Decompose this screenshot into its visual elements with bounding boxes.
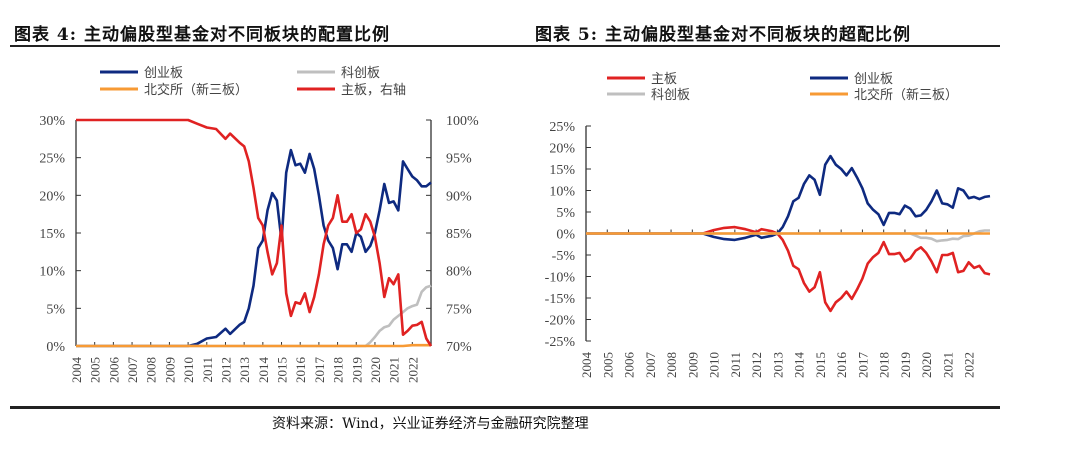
right-x-tick-label: 2004 [579,352,594,379]
left-y-tick-label: 20% [39,189,65,204]
right-legend-label: 主板 [651,71,677,86]
right-legend-label: 创业板 [854,71,893,86]
right-x-tick-label: 2007 [643,352,658,379]
source-note: 资料来源：Wind，兴业证券经济与金融研究院整理 [272,416,589,432]
left-y-tick-label: 25% [39,152,65,167]
left-x-tick-label: 2020 [368,357,383,383]
left-x-tick-label: 2011 [200,357,215,383]
right-y-tick-label: -10% [545,271,576,286]
left-x-tick-label: 2005 [88,357,103,383]
right-x-tick-label: 2014 [792,352,807,379]
left-series-line-2 [76,343,431,348]
left-y2-tick-label: 90% [446,189,472,204]
left-chart-title: 图表 4: 主动偏股型基金对不同板块的配置比例 [14,25,390,45]
right-y-tick-label: -15% [545,292,576,307]
left-series-line-3 [76,118,433,347]
right-x-tick-label: 2005 [600,352,615,378]
right-series-line-2 [586,229,990,243]
left-x-tick-label: 2006 [106,357,121,384]
left-y2-tick-label: 100% [446,114,479,129]
title-divider [10,45,1000,47]
right-y-tick-label: 25% [549,120,575,135]
left-x-tick-label: 2014 [256,357,271,384]
right-y-tick-label: 20% [549,142,575,157]
left-y2-tick-label: 75% [446,302,472,317]
right-x-tick-label: 2020 [919,352,934,378]
left-y-tick-label: 0% [46,340,65,355]
left-x-tick-label: 2017 [312,357,327,384]
left-x-tick-label: 2008 [144,357,159,383]
left-x-tick-label: 2009 [162,357,177,383]
right-x-tick-label: 2021 [940,352,955,378]
left-series-line-1 [76,284,432,348]
right-legend-label: 科创板 [651,87,690,102]
left-series-line-0 [76,148,432,348]
right-x-tick-label: 2018 [877,352,892,378]
left-x-tick-label: 2007 [125,357,140,384]
right-y-tick-label: 5% [556,206,575,221]
right-x-tick-label: 2017 [855,352,870,379]
left-legend-label: 北交所（新三板） [144,82,248,97]
right-x-tick-label: 2019 [898,352,913,378]
right-x-tick-label: 2016 [834,352,849,379]
right-series-line-0 [586,225,991,313]
left-y-tick-label: 30% [39,114,65,129]
right-y-tick-label: -25% [545,335,576,350]
left-legend-label: 主板，右轴 [341,82,406,97]
left-y2-tick-label: 85% [446,227,472,242]
right-x-tick-label: 2011 [728,352,743,378]
left-y2-tick-label: 95% [446,152,472,167]
left-x-tick-label: 2022 [405,357,420,383]
left-x-tick-label: 2013 [237,357,252,383]
right-chart-title: 图表 5: 主动偏股型基金对不同板块的超配比例 [535,25,911,45]
left-y-tick-label: 10% [39,265,65,280]
right-y-tick-label: -5% [552,249,576,264]
right-x-tick-label: 2015 [813,352,828,378]
right-y-tick-label: 15% [549,163,575,178]
left-x-tick-label: 2021 [387,357,402,383]
left-legend-label: 科创板 [341,65,380,80]
right-x-tick-label: 2010 [707,352,722,378]
left-x-tick-label: 2012 [218,357,233,383]
right-legend-label: 北交所（新三板） [854,87,958,102]
right-y-tick-label: 0% [556,228,575,243]
left-x-tick-label: 2004 [69,357,84,384]
right-x-tick-label: 2006 [622,352,637,379]
left-y-tick-label: 5% [46,302,65,317]
right-y-tick-label: -20% [545,314,576,329]
right-x-tick-label: 2012 [749,352,764,378]
left-y-tick-label: 15% [39,227,65,242]
right-x-tick-label: 2022 [962,352,977,378]
left-y2-tick-label: 80% [446,265,472,280]
right-x-tick-label: 2008 [664,352,679,378]
left-x-tick-label: 2016 [293,357,308,384]
left-x-tick-label: 2019 [349,357,364,383]
right-series-line-1 [586,154,991,242]
left-legend-label: 创业板 [144,65,183,80]
right-x-tick-label: 2009 [685,352,700,378]
source-divider [10,406,1000,409]
right-y-tick-label: 10% [549,185,575,200]
left-x-tick-label: 2018 [331,357,346,383]
left-x-tick-label: 2015 [275,357,290,383]
right-x-tick-label: 2013 [770,352,785,378]
left-y2-tick-label: 70% [446,340,472,355]
left-x-tick-label: 2010 [181,357,196,383]
